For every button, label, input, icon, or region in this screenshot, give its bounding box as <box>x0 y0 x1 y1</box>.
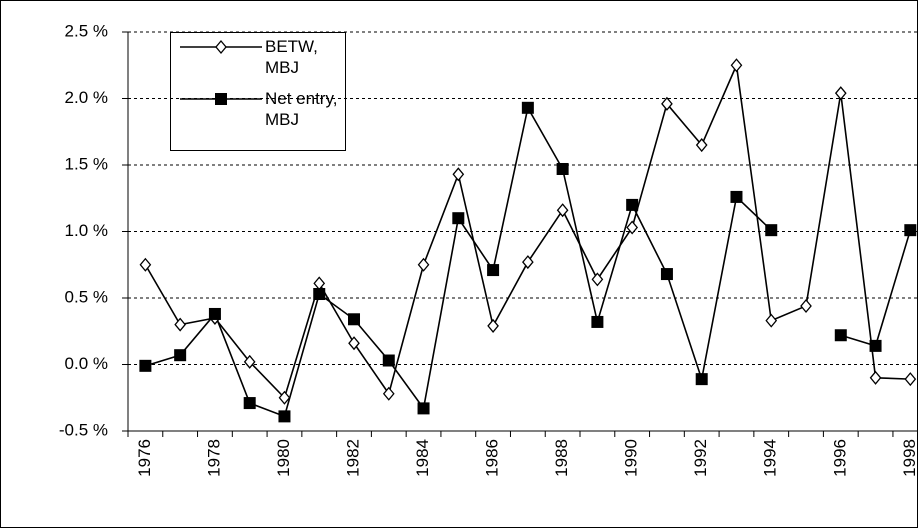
point <box>417 402 430 415</box>
point <box>208 307 221 320</box>
point <box>591 272 604 287</box>
point <box>765 224 778 237</box>
y-tick-label: 0.5 % <box>65 287 108 306</box>
legend-label: Net entry, MBJ <box>265 89 338 129</box>
x-tick-label: 1986 <box>483 439 502 477</box>
point <box>243 354 256 369</box>
point <box>556 162 569 175</box>
point <box>348 313 361 326</box>
point <box>869 339 882 352</box>
point <box>382 354 395 367</box>
point <box>661 96 673 111</box>
point <box>834 86 847 101</box>
legend-marker <box>215 39 227 55</box>
point <box>139 257 152 272</box>
point <box>626 220 639 235</box>
point <box>695 138 708 153</box>
point <box>556 203 569 218</box>
point <box>730 58 743 73</box>
x-tick-label: 1998 <box>900 439 918 477</box>
point <box>695 373 708 386</box>
x-tick-label: 1988 <box>552 439 571 477</box>
x-tick-label: 1976 <box>135 439 154 477</box>
point <box>139 359 152 372</box>
x-tick-label: 1982 <box>343 439 362 477</box>
point <box>278 410 291 423</box>
y-tick-label: 0.0 % <box>65 354 108 373</box>
x-tick-label: 1990 <box>622 439 641 477</box>
point <box>521 101 534 114</box>
point <box>869 370 882 385</box>
point <box>243 397 256 410</box>
point <box>313 288 326 301</box>
point <box>487 264 500 277</box>
legend-label: BETW, MBJ <box>265 37 318 77</box>
y-tick-label: 2.5 % <box>65 21 108 40</box>
x-tick-label: 1984 <box>413 439 432 477</box>
y-tick-label: 1.5 % <box>65 154 108 173</box>
point <box>452 212 465 225</box>
legend-box <box>170 32 346 151</box>
point <box>522 255 534 270</box>
point <box>174 349 187 362</box>
x-tick-label: 1978 <box>204 439 223 477</box>
x-tick-label: 1992 <box>691 439 710 477</box>
x-tick-label: 1980 <box>274 439 293 477</box>
point <box>904 372 917 387</box>
point <box>278 390 291 405</box>
point <box>904 224 917 237</box>
x-tick-label: 1994 <box>761 439 780 477</box>
point <box>452 167 465 182</box>
x-tick-label: 1996 <box>830 439 849 477</box>
y-tick-label: -0.5 % <box>59 420 108 439</box>
point <box>591 315 604 328</box>
point <box>626 198 639 211</box>
point <box>660 268 673 281</box>
point <box>382 386 395 401</box>
point <box>487 318 499 333</box>
legend-marker <box>215 93 227 105</box>
point <box>834 329 847 342</box>
point <box>174 317 187 332</box>
point <box>765 313 778 328</box>
point <box>417 257 430 272</box>
point <box>730 190 743 203</box>
point <box>348 336 360 351</box>
point <box>800 298 812 313</box>
y-tick-label: 2.0 % <box>65 88 108 107</box>
y-tick-label: 1.0 % <box>65 221 108 240</box>
